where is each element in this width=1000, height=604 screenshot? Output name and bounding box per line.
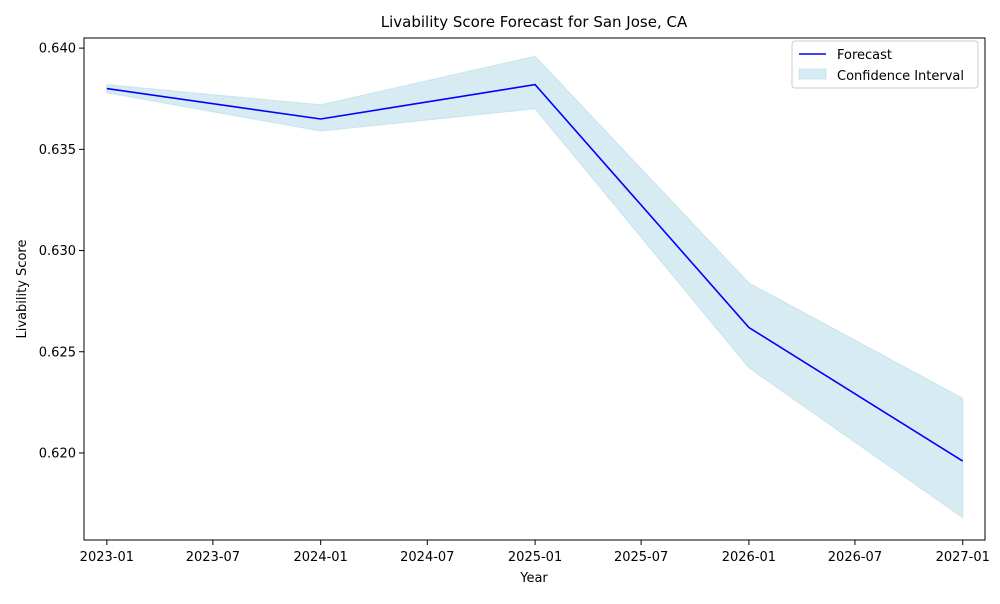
confidence-interval-band: [106, 55, 964, 519]
x-tick-label: 2025-01: [508, 550, 562, 565]
legend-confidence-label: Confidence Interval: [837, 69, 964, 84]
x-tick-label: 2026-07: [828, 550, 882, 565]
chart-title: Livability Score Forecast for San Jose, …: [381, 13, 688, 31]
x-tick-label: 2026-01: [722, 550, 776, 565]
legend-box: [791, 40, 979, 89]
x-tick-label: 2023-07: [186, 550, 240, 565]
y-tick-label: 0.640: [39, 42, 76, 57]
legend: Forecast Confidence Interval: [791, 40, 979, 89]
x-tick-label: 2024-07: [400, 550, 454, 565]
y-tick-label: 0.635: [39, 143, 76, 158]
y-tick-label: 0.620: [39, 446, 76, 461]
y-tick-label: 0.630: [39, 244, 76, 259]
x-axis: 2023-01 2023-07 2024-01 2024-07 2025-01 2025-…: [80, 540, 990, 565]
x-tick-label: 2023-01: [80, 550, 134, 565]
x-axis-label: Year: [519, 571, 548, 586]
x-tick-label: 2027-01: [936, 550, 990, 565]
plot-area: [106, 55, 964, 519]
forecast-line: [106, 83, 964, 462]
y-tick-label: 0.625: [39, 345, 76, 360]
x-tick-label: 2024-01: [294, 550, 348, 565]
legend-confidence-swatch: [798, 68, 827, 80]
y-axis-label: Livability Score: [15, 240, 30, 339]
legend-forecast-label: Forecast: [837, 48, 892, 63]
x-tick-label: 2025-07: [614, 550, 668, 565]
y-axis: 0.620 0.625 0.630 0.635 0.640: [39, 42, 84, 461]
axes-frame: [83, 37, 986, 541]
